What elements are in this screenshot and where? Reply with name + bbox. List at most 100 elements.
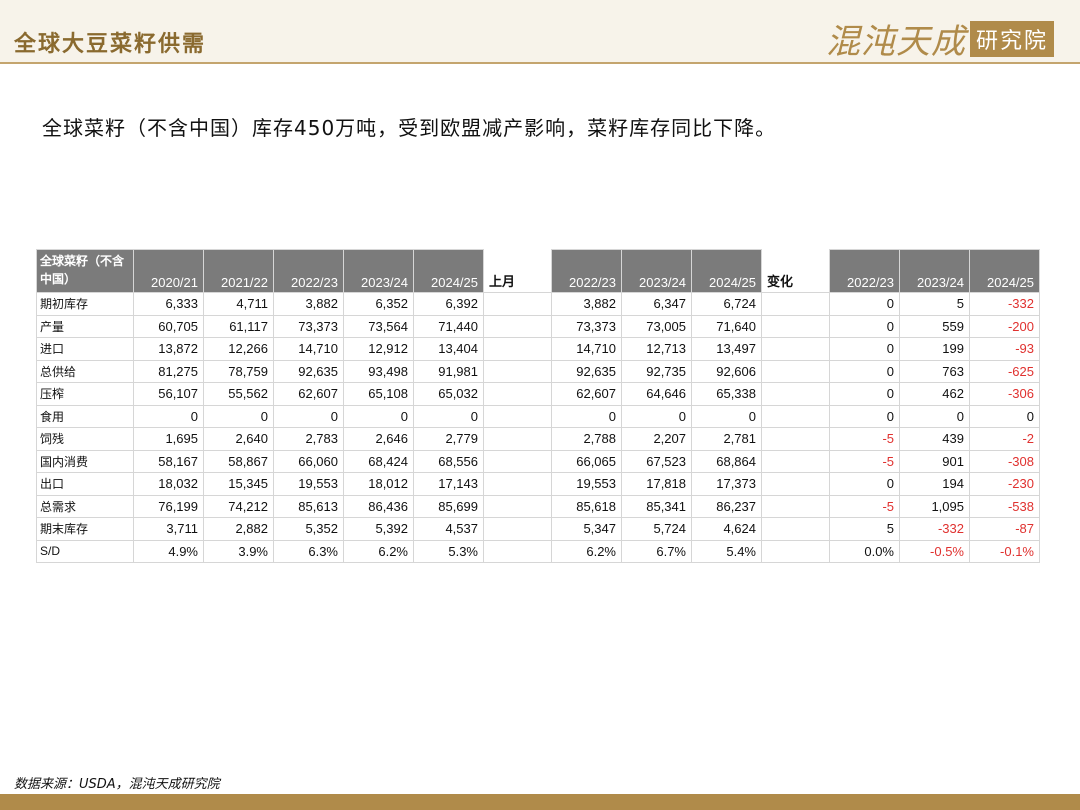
spacer-cell [483,472,552,496]
last-month-value-cell: 85,618 [551,494,622,518]
value-cell: 2,646 [343,427,414,451]
page-header: 全球大豆菜籽供需 混沌天成 研究院 [0,0,1080,64]
change-value-cell: -5 [829,494,900,518]
last-month-value-cell: 92,735 [621,359,692,383]
last-month-value-cell: 2,788 [551,427,622,451]
last-month-value-cell: 66,065 [551,449,622,473]
value-cell: 78,759 [203,359,274,383]
table-header-row: 全球菜籽（不含中国） 2020/21 2021/22 2022/23 2023/24 20… [36,249,1040,293]
value-cell: 1,695 [133,427,204,451]
value-cell: 68,556 [413,449,484,473]
change-value-cell: 0.0% [829,539,900,563]
value-cell: 5,352 [273,517,344,541]
change-value-cell: -306 [969,382,1040,406]
data-source: 数据来源：USDA，混沌天成研究院 [14,777,220,792]
last-month-value-cell: 17,373 [691,472,762,496]
spacer-cell [761,472,830,496]
row-label: 国内消费 [36,449,134,473]
value-cell: 18,032 [133,472,204,496]
change-value-cell: 0 [829,404,900,428]
value-cell: 6,352 [343,292,414,316]
value-cell: 85,699 [413,494,484,518]
column-header-year: 2023/24 [621,249,692,293]
value-cell: 6,392 [413,292,484,316]
value-cell: 4,537 [413,517,484,541]
value-cell: 6.3% [273,539,344,563]
value-cell: 0 [133,404,204,428]
header-divider [0,62,1080,64]
row-label: 饲残 [36,427,134,451]
value-cell: 12,266 [203,337,274,361]
row-label: 期初库存 [36,292,134,316]
logo-script: 混沌天成 [825,22,966,62]
value-cell: 85,613 [273,494,344,518]
value-cell: 65,108 [343,382,414,406]
rapeseed-balance-table: 全球菜籽（不含中国） 2020/21 2021/22 2022/23 2023/24 20… [36,249,1040,563]
value-cell: 71,440 [413,314,484,338]
last-month-value-cell: 5.4% [691,539,762,563]
value-cell: 6.2% [343,539,414,563]
table-row: 压榨 56,107 55,562 62,607 65,108 65,032 62,607 64… [36,382,1040,406]
row-label: 压榨 [36,382,134,406]
last-month-value-cell: 92,635 [551,359,622,383]
spacer-cell [761,517,830,541]
last-month-value-cell: 19,553 [551,472,622,496]
column-header-last-month: 上月 [483,249,552,293]
value-cell: 81,275 [133,359,204,383]
spacer-cell [761,449,830,473]
change-value-cell: 0 [829,337,900,361]
last-month-value-cell: 3,882 [551,292,622,316]
table-row: S/D 4.9% 3.9% 6.3% 6.2% 5.3% 6.2% 6.7% 5.4% 0.0% -… [36,539,1040,563]
value-cell: 2,640 [203,427,274,451]
last-month-value-cell: 6.7% [621,539,692,563]
value-cell: 0 [413,404,484,428]
last-month-value-cell: 0 [551,404,622,428]
spacer-cell [483,382,552,406]
value-cell: 0 [203,404,274,428]
change-value-cell: 559 [899,314,970,338]
change-value-cell: -332 [969,292,1040,316]
last-month-value-cell: 17,818 [621,472,692,496]
value-cell: 58,167 [133,449,204,473]
value-cell: 13,404 [413,337,484,361]
value-cell: 55,562 [203,382,274,406]
value-cell: 65,032 [413,382,484,406]
value-cell: 3,882 [273,292,344,316]
column-header-year: 2022/23 [551,249,622,293]
row-label: S/D [36,539,134,563]
value-cell: 0 [343,404,414,428]
value-cell: 91,981 [413,359,484,383]
value-cell: 58,867 [203,449,274,473]
value-cell: 60,705 [133,314,204,338]
table-row: 国内消费 58,167 58,867 66,060 68,424 68,556 66,065… [36,449,1040,473]
table-corner-label: 全球菜籽（不含中国） [36,249,134,293]
column-header-year: 2021/22 [203,249,274,293]
change-value-cell: 0 [829,472,900,496]
value-cell: 2,882 [203,517,274,541]
last-month-value-cell: 6,347 [621,292,692,316]
last-month-value-cell: 85,341 [621,494,692,518]
last-month-value-cell: 4,624 [691,517,762,541]
last-month-value-cell: 6,724 [691,292,762,316]
change-value-cell: -93 [969,337,1040,361]
last-month-value-cell: 65,338 [691,382,762,406]
table-row: 食用 0 0 0 0 0 0 0 0 0 0 0 [36,404,1040,428]
table-row: 出口 18,032 15,345 19,553 18,012 17,143 19,553 17… [36,472,1040,496]
last-month-value-cell: 5,347 [551,517,622,541]
change-value-cell: -5 [829,427,900,451]
spacer-cell [483,404,552,428]
spacer-cell [761,314,830,338]
column-header-change: 变化 [761,249,830,293]
value-cell: 76,199 [133,494,204,518]
column-header-year: 2024/25 [413,249,484,293]
last-month-value-cell: 0 [691,404,762,428]
table-row: 期初库存 6,333 4,711 3,882 6,352 6,392 3,882 6,347 6… [36,292,1040,316]
change-value-cell: 901 [899,449,970,473]
last-month-value-cell: 2,207 [621,427,692,451]
change-value-cell: 0 [899,404,970,428]
value-cell: 17,143 [413,472,484,496]
column-header-year: 2023/24 [343,249,414,293]
column-header-year: 2023/24 [899,249,970,293]
spacer-cell [483,314,552,338]
spacer-cell [483,539,552,563]
